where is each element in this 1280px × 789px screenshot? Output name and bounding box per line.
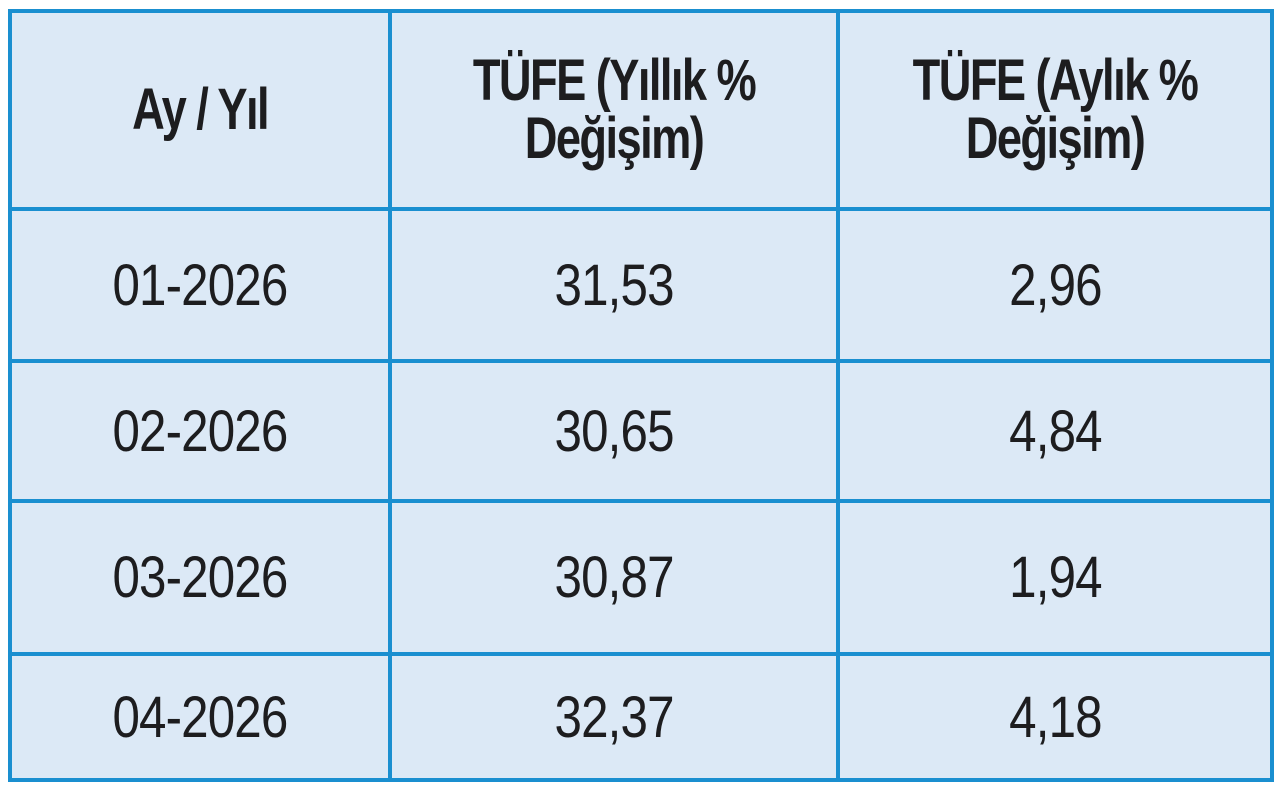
cell-month-year: 04-2026 bbox=[8, 652, 392, 782]
table-row: 02-2026 30,65 4,84 bbox=[8, 359, 1274, 503]
table-row: 04-2026 32,37 4,18 bbox=[8, 652, 1274, 782]
cell-annual-change: 32,37 bbox=[388, 652, 840, 782]
cell-annual-change: 30,65 bbox=[388, 359, 840, 503]
cell-monthly-change: 4,18 bbox=[836, 652, 1274, 782]
cpi-table: Ay / Yıl TÜFE (Yıllık % Değişim) TÜFE (A… bbox=[8, 9, 1274, 782]
header-month-year: Ay / Yıl bbox=[8, 9, 392, 211]
cell-monthly-change: 1,94 bbox=[836, 499, 1274, 656]
cell-month-year: 02-2026 bbox=[8, 359, 392, 503]
header-annual-change: TÜFE (Yıllık % Değişim) bbox=[388, 9, 840, 211]
cell-month-year: 03-2026 bbox=[8, 499, 392, 656]
cell-monthly-change: 2,96 bbox=[836, 207, 1274, 363]
table-header-row: Ay / Yıl TÜFE (Yıllık % Değişim) TÜFE (A… bbox=[8, 9, 1274, 211]
cell-annual-change: 31,53 bbox=[388, 207, 840, 363]
table-row: 03-2026 30,87 1,94 bbox=[8, 499, 1274, 656]
cell-month-year: 01-2026 bbox=[8, 207, 392, 363]
cpi-table-container: Ay / Yıl TÜFE (Yıllık % Değişim) TÜFE (A… bbox=[8, 9, 1274, 782]
cell-monthly-change: 4,84 bbox=[836, 359, 1274, 503]
table-row: 01-2026 31,53 2,96 bbox=[8, 207, 1274, 363]
header-monthly-change: TÜFE (Aylık % Değişim) bbox=[836, 9, 1274, 211]
cell-annual-change: 30,87 bbox=[388, 499, 840, 656]
